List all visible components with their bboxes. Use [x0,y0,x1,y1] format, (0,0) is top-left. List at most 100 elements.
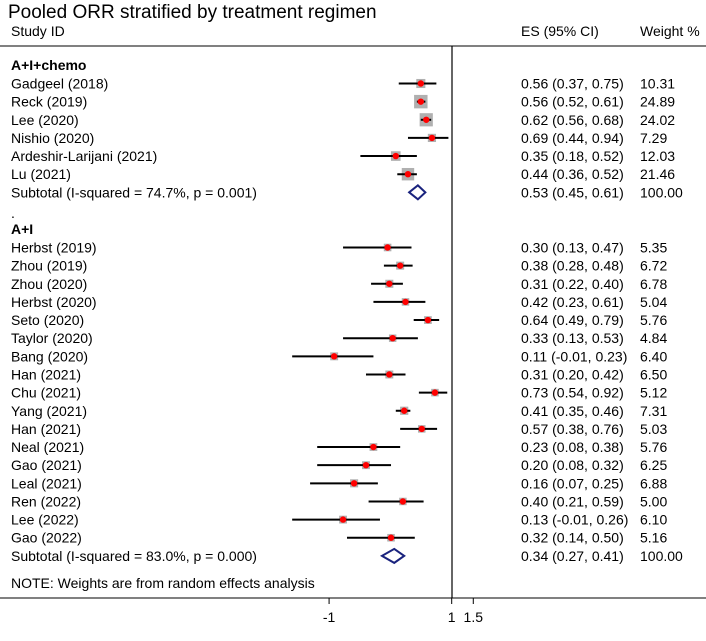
group-separator: . [11,205,15,221]
study-es-ci: 0.40 (0.21, 0.59) [521,493,624,509]
point-estimate [428,134,436,142]
point-estimate [386,371,393,378]
study-weight: 6.88 [640,475,667,491]
point-estimate [401,407,408,414]
point-estimate [392,152,399,160]
group-title: A+I+chemo [11,57,86,73]
study-weight: 6.50 [640,366,667,382]
study-label: Herbst (2020) [11,294,97,310]
study-es-ci: 0.35 (0.18, 0.52) [521,148,624,164]
study-weight: 7.31 [640,403,667,419]
point-estimate [330,353,338,360]
study-label: Chu (2021) [11,385,81,401]
study-weight: 4.84 [640,330,667,346]
study-label: Seto (2020) [11,312,84,328]
study-label: Ardeshir-Larijani (2021) [11,148,157,164]
study-es-ci: 0.16 (0.07, 0.25) [521,475,624,491]
study-label: Yang (2021) [11,403,87,419]
study-es-ci: 0.42 (0.23, 0.61) [521,294,624,310]
study-label: Zhou (2019) [11,258,87,274]
point-estimate [339,516,347,523]
study-es-ci: 0.56 (0.52, 0.61) [521,94,624,110]
study-weight: 12.03 [640,148,675,164]
study-weight: 5.03 [640,421,667,437]
study-label: Neal (2021) [11,439,84,455]
point-estimate [384,244,391,251]
weights-note: NOTE: Weights are from random effects an… [11,575,315,591]
study-weight: 5.35 [640,240,667,256]
x-ticks-layer: -1 1 1.5 [323,598,483,625]
study-label: Han (2021) [11,421,81,437]
point-estimate [387,534,395,541]
study-es-ci: 0.38 (0.28, 0.48) [521,258,624,274]
study-label: Lee (2022) [11,512,79,528]
study-weight: 6.25 [640,457,667,473]
study-weight: 5.04 [640,294,667,310]
study-es-ci: 0.20 (0.08, 0.32) [521,457,624,473]
study-label: Lee (2020) [11,112,79,128]
study-label: Taylor (2020) [11,330,93,346]
study-weight: 24.02 [640,112,675,128]
point-estimate [389,335,396,342]
study-es-ci: 0.11 (-0.01, 0.23) [521,348,627,364]
subtotal-diamond [379,547,406,565]
subtotal-weight: 100.00 [640,184,683,200]
study-label: Gao (2021) [11,457,82,473]
rows-layer: A+I+chemo Gadgeel (2018) 0.56 (0.37, 0.75)… [11,57,683,565]
study-es-ci: 0.57 (0.38, 0.76) [521,421,624,437]
study-es-ci: 0.69 (0.44, 0.94) [521,130,624,146]
study-weight: 5.00 [640,493,667,509]
study-weight: 6.10 [640,512,667,528]
header-es: ES (95% CI) [521,23,599,39]
study-weight: 10.31 [640,76,675,92]
chart-title: Pooled ORR stratified by treatment regim… [8,2,377,23]
study-es-ci: 0.30 (0.13, 0.47) [521,240,624,256]
header-weight: Weight % [640,23,700,39]
point-estimate [350,480,358,487]
subtotal-diamond [407,184,427,201]
point-estimate [370,443,377,451]
study-label: Herbst (2019) [11,240,97,256]
study-label: Leal (2021) [11,475,82,491]
subtotal-label: Subtotal (I-squared = 74.7%, p = 0.001) [11,184,257,200]
study-es-ci: 0.31 (0.22, 0.40) [521,276,624,292]
study-label: Zhou (2020) [11,276,87,292]
study-weight: 24.89 [640,94,675,110]
study-weight: 5.76 [640,439,667,455]
study-weight: 5.16 [640,530,667,546]
point-estimate [417,80,425,87]
study-weight: 5.12 [640,385,667,401]
point-estimate [404,171,412,178]
point-estimate [396,262,404,269]
study-label: Han (2021) [11,366,81,382]
study-es-ci: 0.44 (0.36, 0.52) [521,166,624,182]
point-estimate [424,316,432,324]
study-label: Bang (2020) [11,348,88,364]
point-estimate [362,461,370,469]
study-weight: 7.29 [640,130,667,146]
study-label: Reck (2019) [11,94,87,110]
study-es-ci: 0.32 (0.14, 0.50) [521,530,624,546]
subtotal-label: Subtotal (I-squared = 83.0%, p = 0.000) [11,548,257,564]
point-estimate [431,389,439,396]
point-estimate [402,298,409,306]
study-weight: 6.78 [640,276,667,292]
study-es-ci: 0.56 (0.37, 0.75) [521,76,624,92]
study-label: Lu (2021) [11,166,71,182]
group-title: A+I [11,221,33,237]
point-estimate [386,280,393,287]
point-estimate [399,498,407,505]
subtotal-es-ci: 0.34 (0.27, 0.41) [521,548,624,564]
study-label: Gadgeel (2018) [11,76,108,92]
x-tick-label: -1 [323,609,336,625]
point-estimate [418,425,425,433]
point-estimate [423,116,430,123]
study-weight: 5.76 [640,312,667,328]
study-label: Nishio (2020) [11,130,94,146]
study-es-ci: 0.62 (0.56, 0.68) [521,112,624,128]
study-weight: 6.72 [640,258,667,274]
x-tick-label: 1.5 [464,609,484,625]
x-tick-label: 1 [448,609,456,625]
study-es-ci: 0.31 (0.20, 0.42) [521,366,624,382]
